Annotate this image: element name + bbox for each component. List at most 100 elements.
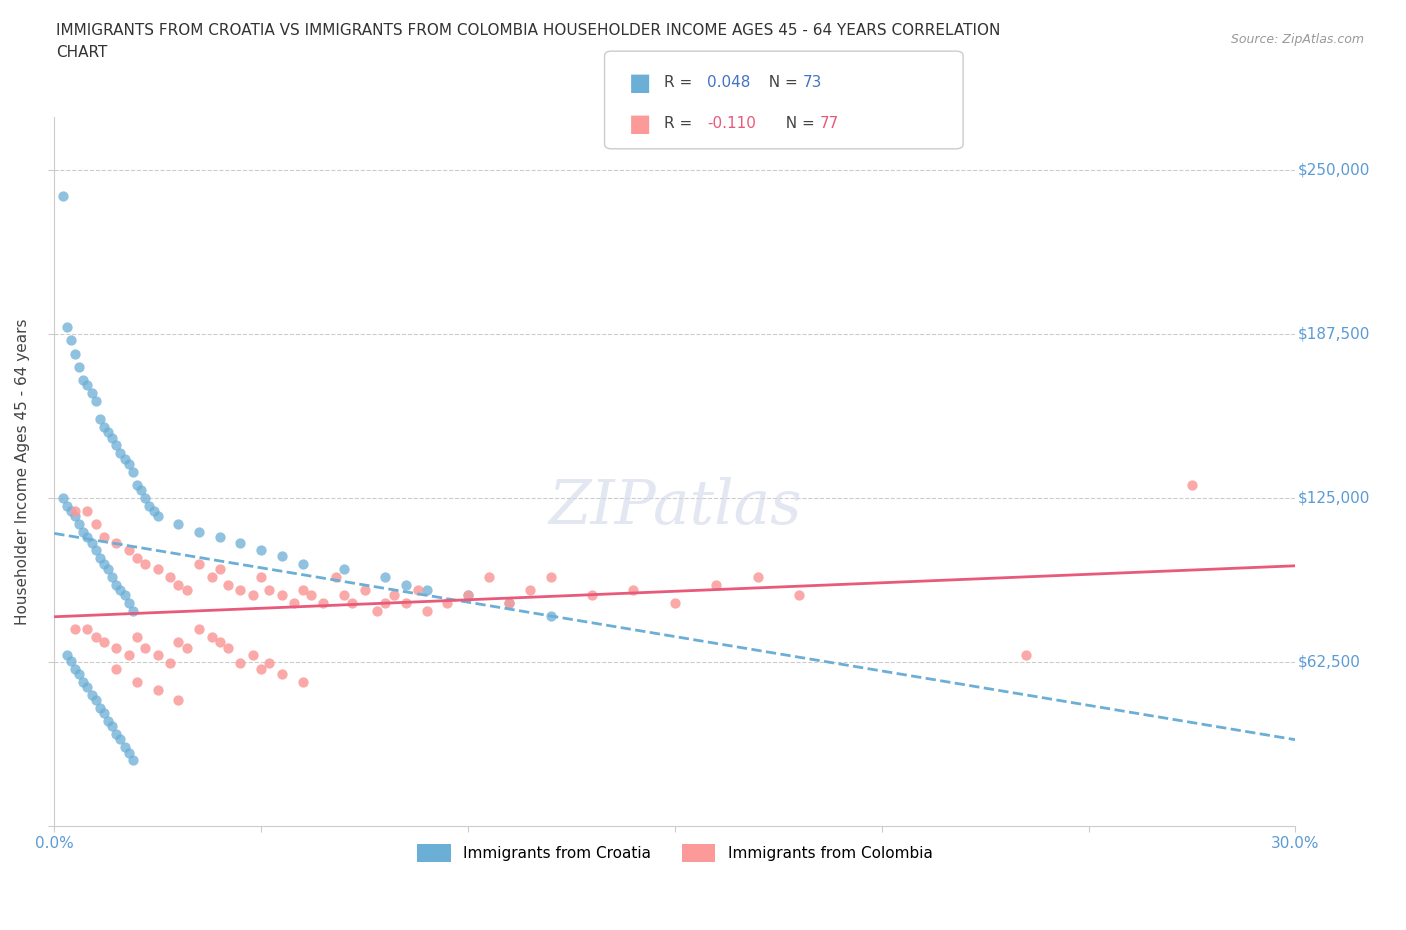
Point xyxy=(84,517,107,532)
Text: -0.110: -0.110 xyxy=(707,116,756,131)
Point xyxy=(101,430,124,445)
Point xyxy=(80,535,103,550)
Point xyxy=(72,525,94,539)
Point xyxy=(353,582,375,597)
Point xyxy=(80,687,103,702)
Point xyxy=(55,498,77,513)
Point xyxy=(395,595,418,610)
Text: 73: 73 xyxy=(803,75,823,90)
Point xyxy=(59,653,82,668)
Point xyxy=(76,503,98,518)
Point xyxy=(76,378,98,392)
Point xyxy=(67,517,90,532)
Point xyxy=(138,498,160,513)
Point xyxy=(97,425,120,440)
Point xyxy=(105,535,128,550)
Point xyxy=(498,595,520,610)
Point xyxy=(270,548,292,563)
Point xyxy=(159,569,181,584)
Point xyxy=(97,562,120,577)
Point xyxy=(105,640,128,655)
Point xyxy=(250,661,273,676)
Point xyxy=(63,346,86,361)
Point xyxy=(259,656,281,671)
Text: N =: N = xyxy=(759,75,803,90)
Point xyxy=(55,320,77,335)
Text: 0.048: 0.048 xyxy=(707,75,751,90)
Point xyxy=(105,726,128,741)
Point xyxy=(415,604,437,618)
Point xyxy=(129,483,152,498)
Point xyxy=(89,551,111,565)
Point xyxy=(84,543,107,558)
Point xyxy=(122,464,145,479)
Point xyxy=(200,630,222,644)
Point xyxy=(581,588,603,603)
Point xyxy=(408,582,430,597)
Point xyxy=(118,648,141,663)
Point xyxy=(242,588,264,603)
Text: $125,000: $125,000 xyxy=(1298,490,1371,505)
Point xyxy=(63,661,86,676)
Point xyxy=(84,393,107,408)
Point xyxy=(110,445,132,460)
Point xyxy=(101,719,124,734)
Point xyxy=(80,385,103,400)
Point xyxy=(63,503,86,518)
Point xyxy=(146,648,169,663)
Text: $250,000: $250,000 xyxy=(1298,163,1371,178)
Point xyxy=(72,674,94,689)
Point xyxy=(52,490,75,505)
Point xyxy=(382,588,405,603)
Point xyxy=(188,525,211,539)
Point xyxy=(333,562,356,577)
Text: $62,500: $62,500 xyxy=(1298,655,1361,670)
Point xyxy=(415,582,437,597)
Point xyxy=(519,582,541,597)
Point xyxy=(167,635,190,650)
Point xyxy=(76,680,98,695)
Point xyxy=(118,745,141,760)
Point xyxy=(229,582,252,597)
Point xyxy=(122,604,145,618)
Point xyxy=(540,569,562,584)
Point xyxy=(457,588,479,603)
Point xyxy=(299,588,322,603)
Point xyxy=(312,595,335,610)
Point xyxy=(325,569,347,584)
Point xyxy=(229,656,252,671)
Point xyxy=(259,582,281,597)
Point xyxy=(89,700,111,715)
Point xyxy=(457,588,479,603)
Point xyxy=(208,530,231,545)
Point xyxy=(52,189,75,204)
Point xyxy=(67,359,90,374)
Point xyxy=(333,588,356,603)
Point xyxy=(188,556,211,571)
Point xyxy=(114,588,136,603)
Point xyxy=(76,530,98,545)
Point xyxy=(134,556,156,571)
Point xyxy=(59,503,82,518)
Text: ■: ■ xyxy=(628,112,651,136)
Point xyxy=(229,535,252,550)
Point xyxy=(366,604,388,618)
Point xyxy=(436,595,458,610)
Point xyxy=(374,569,396,584)
Point xyxy=(101,569,124,584)
Point xyxy=(704,578,727,592)
Point xyxy=(84,630,107,644)
Point xyxy=(146,509,169,524)
Point xyxy=(89,412,111,427)
Point xyxy=(93,530,115,545)
Point xyxy=(84,693,107,708)
Point xyxy=(283,595,305,610)
Point xyxy=(208,562,231,577)
Point xyxy=(787,588,810,603)
Point xyxy=(1181,477,1204,492)
Point xyxy=(93,556,115,571)
Text: CHART: CHART xyxy=(56,45,108,60)
Point xyxy=(93,706,115,721)
Point xyxy=(478,569,501,584)
Text: 77: 77 xyxy=(820,116,839,131)
